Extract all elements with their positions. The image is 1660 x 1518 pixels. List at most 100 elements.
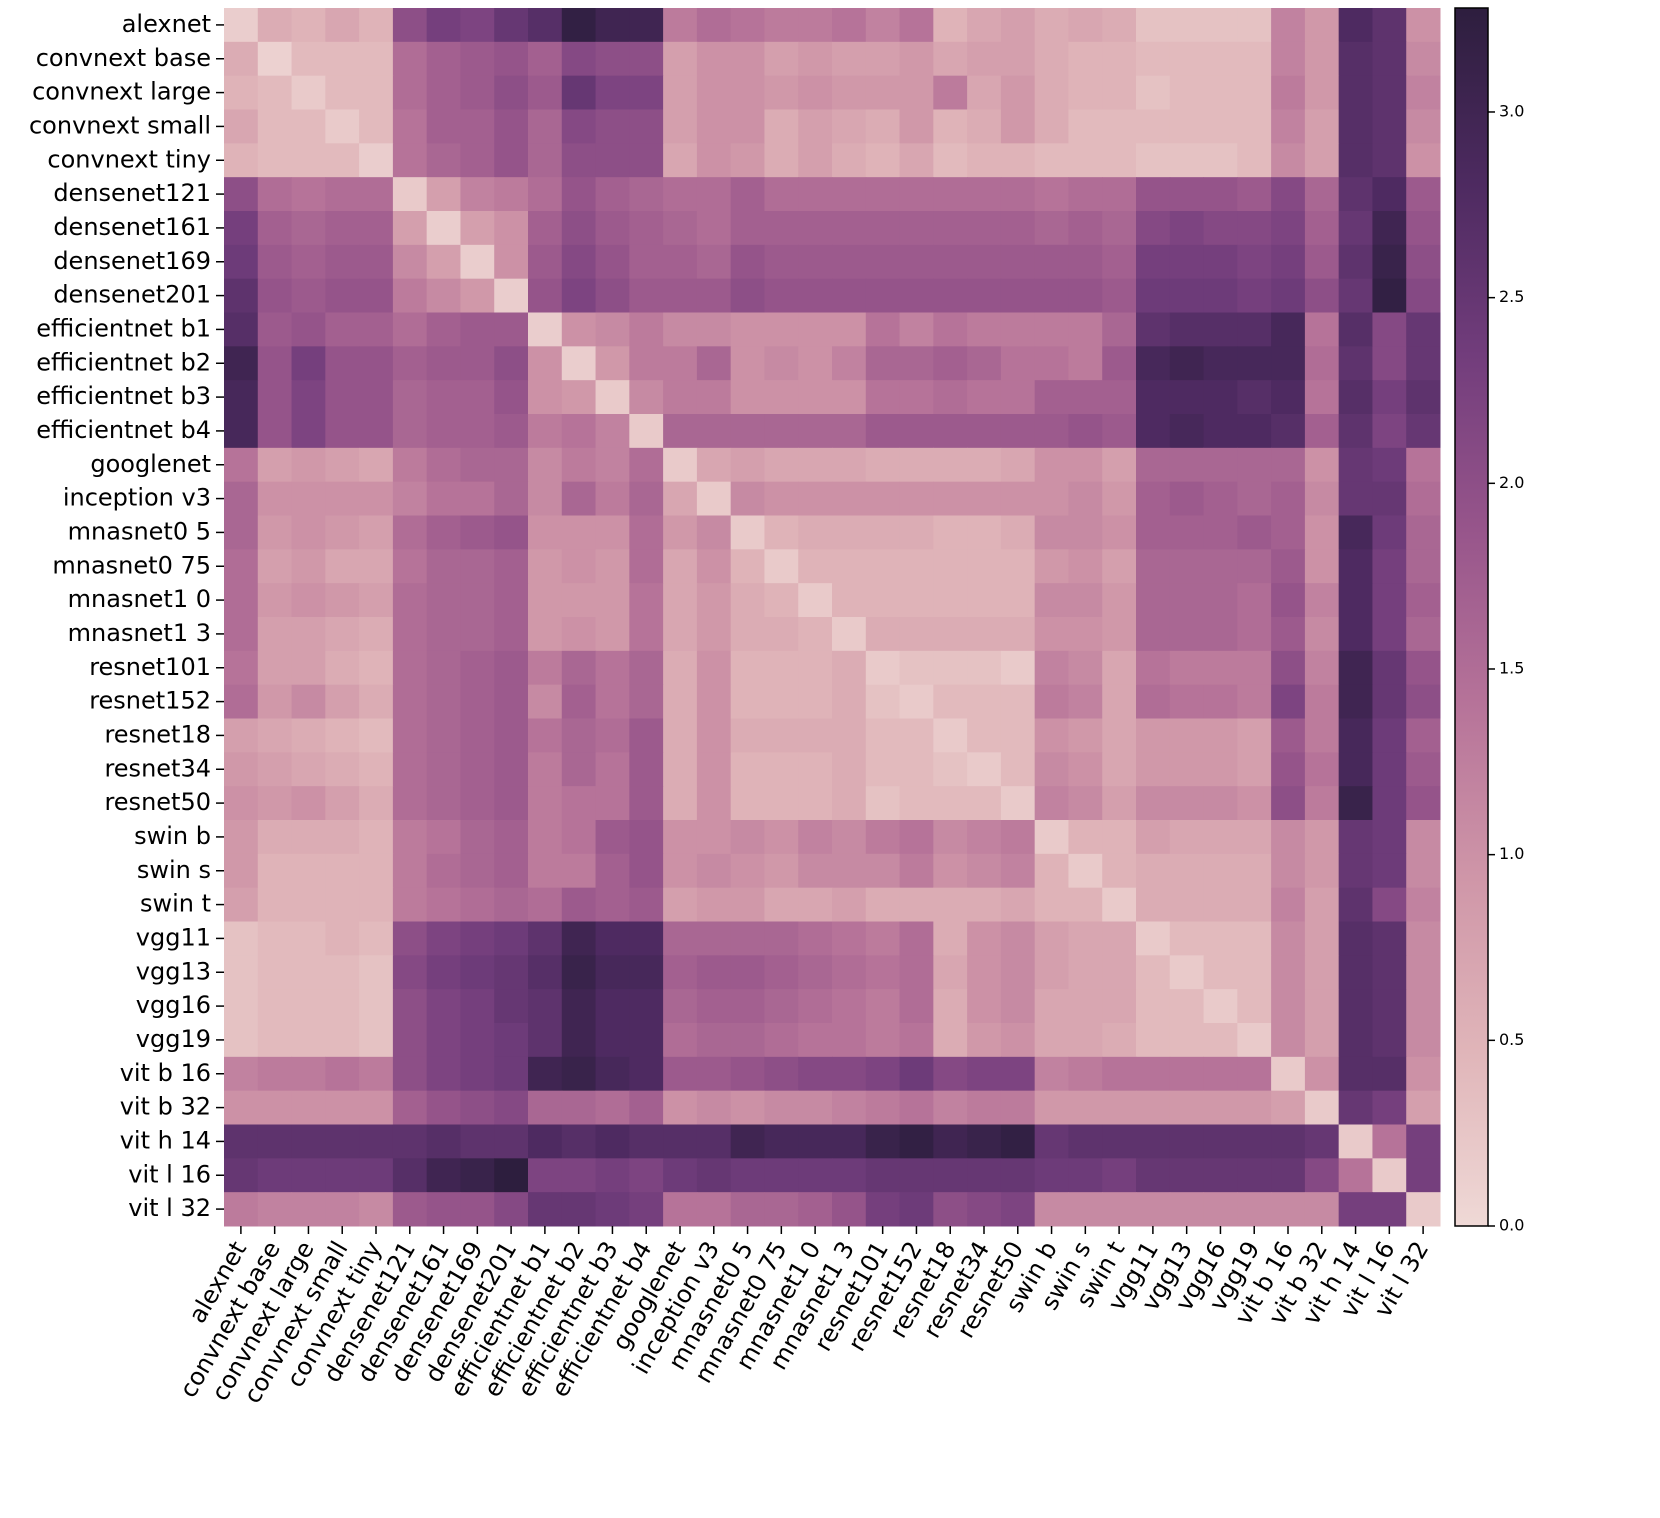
heatmap-cell [1000,1090,1036,1125]
heatmap-cell [1034,75,1069,110]
heatmap-cell [730,650,765,686]
heatmap-cell [933,75,968,110]
heatmap-cell [967,143,1002,178]
heatmap-cell [1034,853,1069,889]
heatmap-cell [1203,853,1238,889]
heatmap-cell [764,346,799,381]
heatmap-cell [224,684,259,719]
heatmap-cell [933,820,968,855]
heatmap-cell [595,380,630,415]
heatmap-cell [1102,414,1137,449]
heatmap-cell [730,75,765,110]
heatmap-cell [460,549,495,584]
heatmap-cell [1169,617,1205,652]
heatmap-cell [528,650,563,686]
heatmap-cell [696,820,732,855]
heatmap-cell [325,1090,360,1125]
heatmap-cell [1169,887,1205,922]
heatmap-cell [1203,8,1238,43]
heatmap-cell [1304,1192,1340,1227]
heatmap-cell [595,583,630,618]
heatmap-cell [1136,853,1171,889]
heatmap-cell [325,583,360,618]
heatmap-cell [1169,211,1205,246]
heatmap-cell [899,109,934,144]
heatmap-cell [696,650,732,686]
heatmap-cell [933,1056,968,1092]
heatmap-cell [1102,583,1137,618]
heatmap-cell [1338,820,1373,855]
heatmap-cell [1034,380,1069,415]
heatmap-cell [291,955,326,990]
heatmap-cell [359,989,394,1024]
y-tick-label: googlenet [90,450,211,478]
heatmap-cell [426,278,461,313]
heatmap-cell [1372,41,1407,77]
heatmap-cell [1203,143,1238,178]
heatmap-cell [764,515,799,550]
heatmap-cell [291,684,326,719]
heatmap-cell [224,1192,259,1227]
heatmap-cell [359,278,394,313]
heatmap-cell [798,617,833,652]
heatmap-cell [224,549,259,584]
heatmap-cell [629,1192,664,1227]
heatmap-cell [967,921,1002,956]
heatmap-cell [696,346,732,381]
heatmap-cell [1271,617,1306,652]
heatmap-cell [629,1023,664,1058]
heatmap-cell [224,1090,259,1125]
heatmap-cell [1338,211,1373,246]
heatmap-cell [730,549,765,584]
colorbar-tick-label: 2.0 [1499,473,1524,492]
heatmap-cell [1406,1192,1441,1227]
heatmap-cell [663,41,698,77]
heatmap-cell [1372,617,1407,652]
heatmap-cell [899,820,934,855]
heatmap-cell [832,684,867,719]
heatmap-cell [764,1023,799,1058]
heatmap-cell [1034,617,1069,652]
heatmap-cell [494,955,529,990]
heatmap-cell [1102,1023,1137,1058]
heatmap-cell [359,853,394,889]
heatmap-cell [899,312,934,347]
heatmap-cell [426,583,461,618]
heatmap-cell [663,278,698,313]
y-tick-label: densenet201 [53,281,211,309]
heatmap-cell [730,887,765,922]
heatmap-cell [1338,515,1373,550]
heatmap-cell [1338,109,1373,144]
heatmap-cell [798,921,833,956]
heatmap-cell [1068,8,1103,43]
heatmap-cell [1406,109,1441,144]
heatmap-cell [359,1090,394,1125]
heatmap-cell [696,955,732,990]
heatmap-cell [460,380,495,415]
heatmap-cell [730,278,765,313]
heatmap-cell [1169,1124,1205,1159]
heatmap-cell [1102,718,1137,753]
heatmap-cell [1102,143,1137,178]
heatmap-cell [494,244,529,280]
heatmap-cell [1203,786,1238,821]
heatmap-cell [865,481,901,516]
heatmap-cell [1406,853,1441,889]
heatmap-cell [1304,481,1340,516]
heatmap-cell [325,955,360,990]
heatmap-cell [865,278,901,313]
heatmap-cell [1406,617,1441,652]
heatmap-cell [392,1192,428,1227]
heatmap-cell [561,718,597,753]
heatmap-cell [1068,346,1103,381]
heatmap-cell [1338,617,1373,652]
heatmap-cell [460,887,495,922]
heatmap-cell [561,515,597,550]
y-tick-label: vit h 14 [120,1126,211,1154]
heatmap-cell [325,1192,360,1227]
heatmap-cell [1102,617,1137,652]
heatmap-cell [561,650,597,686]
heatmap-cell [1271,515,1306,550]
heatmap-cell [392,1090,428,1125]
heatmap-cell [967,955,1002,990]
